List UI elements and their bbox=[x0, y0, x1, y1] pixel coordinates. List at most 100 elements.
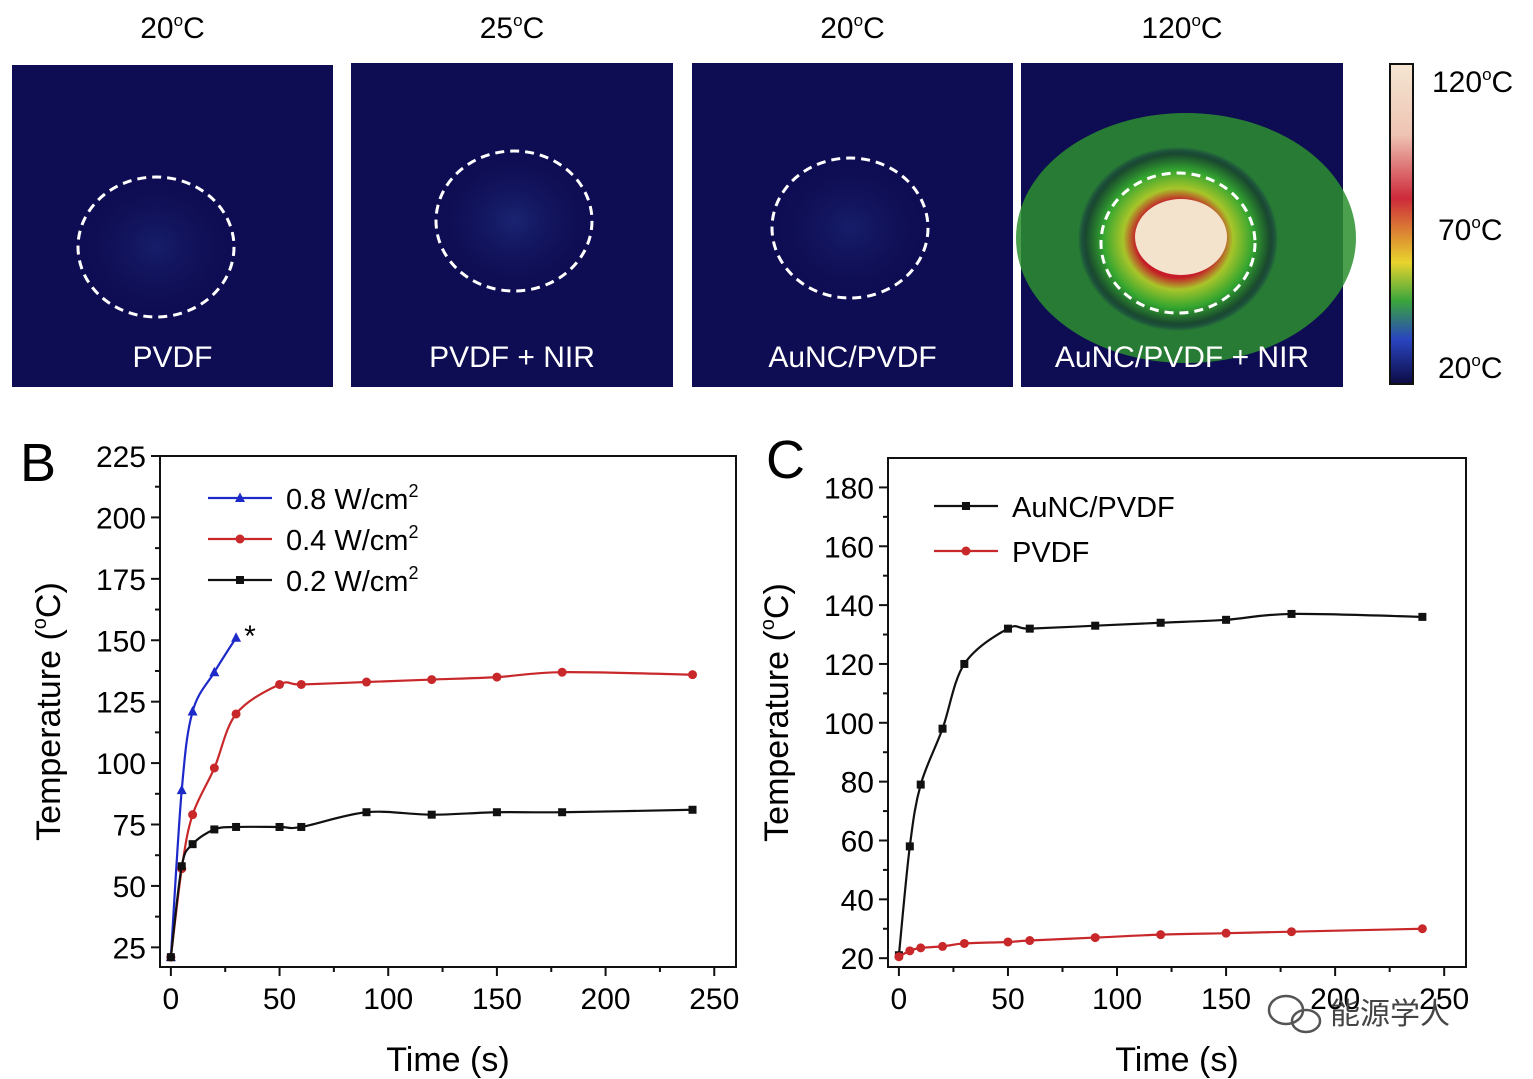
sample-outline bbox=[434, 149, 594, 293]
data-point bbox=[209, 666, 220, 677]
data-point bbox=[1091, 621, 1100, 630]
legend-entry: 0.4 W/cm2 bbox=[208, 522, 418, 557]
faint-glow bbox=[420, 137, 608, 305]
data-point bbox=[1003, 937, 1013, 947]
data-point bbox=[231, 709, 241, 719]
data-point bbox=[297, 822, 306, 831]
thermal-image-temp-label: 25oC bbox=[480, 11, 545, 45]
x-tick-label: 0 bbox=[891, 983, 908, 1016]
data-point bbox=[492, 808, 501, 817]
legend-entry: AuNC/PVDF bbox=[934, 492, 1175, 524]
y-tick-label: 60 bbox=[841, 825, 874, 858]
data-point bbox=[176, 784, 187, 795]
x-tick-label: 50 bbox=[991, 983, 1024, 1016]
y-tick-label: 25 bbox=[113, 932, 146, 965]
legend-label: 0.4 W/cm2 bbox=[286, 522, 418, 557]
data-point bbox=[1156, 618, 1165, 627]
series-line bbox=[169, 671, 693, 958]
data-point bbox=[232, 822, 241, 831]
data-point bbox=[1025, 936, 1035, 946]
thermal-image-2: 25oC PVDF + NIR bbox=[351, 11, 673, 387]
y-tick-label: 100 bbox=[96, 748, 146, 781]
sample-outline bbox=[76, 175, 236, 319]
data-point bbox=[1287, 927, 1297, 937]
data-point bbox=[905, 842, 914, 851]
data-point bbox=[1156, 930, 1166, 940]
data-point bbox=[1221, 928, 1231, 938]
x-axis-title: Time (s) bbox=[1115, 1041, 1238, 1079]
y-tick-label: 150 bbox=[96, 625, 146, 658]
thermal-image-temp-label: 120oC bbox=[1141, 11, 1222, 45]
sample-outline bbox=[770, 156, 930, 300]
y-tick-label: 20 bbox=[841, 943, 874, 976]
data-point bbox=[296, 679, 306, 689]
y-tick-label: 40 bbox=[841, 884, 874, 917]
data-point bbox=[235, 534, 245, 544]
colorbar-gradient bbox=[1389, 63, 1414, 385]
y-tick-label: 75 bbox=[113, 810, 146, 843]
y-tick-label: 125 bbox=[96, 687, 146, 720]
data-point bbox=[210, 825, 219, 834]
data-point bbox=[1003, 624, 1012, 633]
thermal-image-temp-label: 20oC bbox=[820, 11, 885, 45]
x-tick-label: 0 bbox=[163, 983, 180, 1016]
plot-frame bbox=[887, 457, 1467, 968]
data-point bbox=[1417, 924, 1427, 934]
data-point bbox=[236, 576, 244, 584]
thermal-image-3: 20oC AuNC/PVDF bbox=[692, 11, 1013, 387]
data-point bbox=[362, 808, 371, 817]
faint-glow bbox=[756, 144, 944, 312]
data-point bbox=[960, 659, 969, 668]
heat-core bbox=[1135, 199, 1227, 275]
x-tick-label: 250 bbox=[1419, 983, 1469, 1016]
data-point bbox=[188, 840, 197, 849]
x-tick-label: 100 bbox=[1092, 983, 1142, 1016]
data-point bbox=[235, 492, 245, 502]
data-point bbox=[557, 667, 567, 677]
series-line bbox=[169, 637, 238, 958]
chart-b: B 0 50 100 150 200 250 25 50 75 100 125 150 175 200 225… bbox=[20, 433, 739, 1079]
legend-label: PVDF bbox=[1012, 537, 1089, 569]
x-tick-label: 150 bbox=[472, 983, 522, 1016]
panel-letter: C bbox=[766, 430, 805, 490]
data-point bbox=[188, 810, 198, 820]
thermal-image-temp-label: 20oC bbox=[140, 11, 205, 45]
data-point bbox=[894, 952, 904, 962]
y-tick-label: 140 bbox=[824, 590, 874, 623]
data-point bbox=[492, 672, 502, 682]
y-tick-label: 50 bbox=[113, 871, 146, 904]
data-point bbox=[1025, 624, 1034, 633]
data-point bbox=[916, 780, 925, 789]
colorbar: 120oC 70oC 20oC bbox=[1389, 63, 1513, 385]
watermark: 能源学人 bbox=[1267, 994, 1450, 1034]
sample-outline bbox=[1099, 171, 1257, 315]
y-tick-label: 160 bbox=[824, 531, 874, 564]
data-point bbox=[558, 808, 567, 817]
thermal-images: 20oC PVDF 25oC PVDF + NIR 20oC AuNC/PVDF 120oC… bbox=[12, 11, 1356, 387]
x-axis-title: Time (s) bbox=[386, 1041, 509, 1079]
colorbar-max-label: 120oC bbox=[1432, 65, 1513, 99]
x-tick-label: 100 bbox=[363, 983, 413, 1016]
thermal-image-sample-label: PVDF bbox=[132, 341, 212, 374]
data-point bbox=[1418, 612, 1427, 621]
data-point bbox=[209, 763, 219, 773]
series bbox=[166, 667, 698, 962]
legend-entry: PVDF bbox=[934, 537, 1089, 569]
thermal-image-sample-label: AuNC/PVDF bbox=[768, 341, 936, 374]
data-point bbox=[688, 670, 698, 680]
data-point bbox=[177, 862, 186, 871]
watermark-text: 能源学人 bbox=[1330, 998, 1450, 1031]
y-tick-label: 100 bbox=[824, 708, 874, 741]
data-point bbox=[688, 805, 697, 814]
wechat-icon bbox=[1267, 994, 1322, 1034]
series bbox=[894, 609, 1427, 960]
data-point bbox=[916, 943, 926, 953]
faint-glow bbox=[62, 163, 250, 331]
x-tick-label: 150 bbox=[1201, 983, 1251, 1016]
panel-letter: B bbox=[20, 433, 56, 493]
series bbox=[894, 924, 1427, 962]
legend-entry: 0.8 W/cm2 bbox=[208, 481, 418, 516]
legend-entry: 0.2 W/cm2 bbox=[208, 563, 418, 598]
series-line bbox=[169, 808, 693, 958]
